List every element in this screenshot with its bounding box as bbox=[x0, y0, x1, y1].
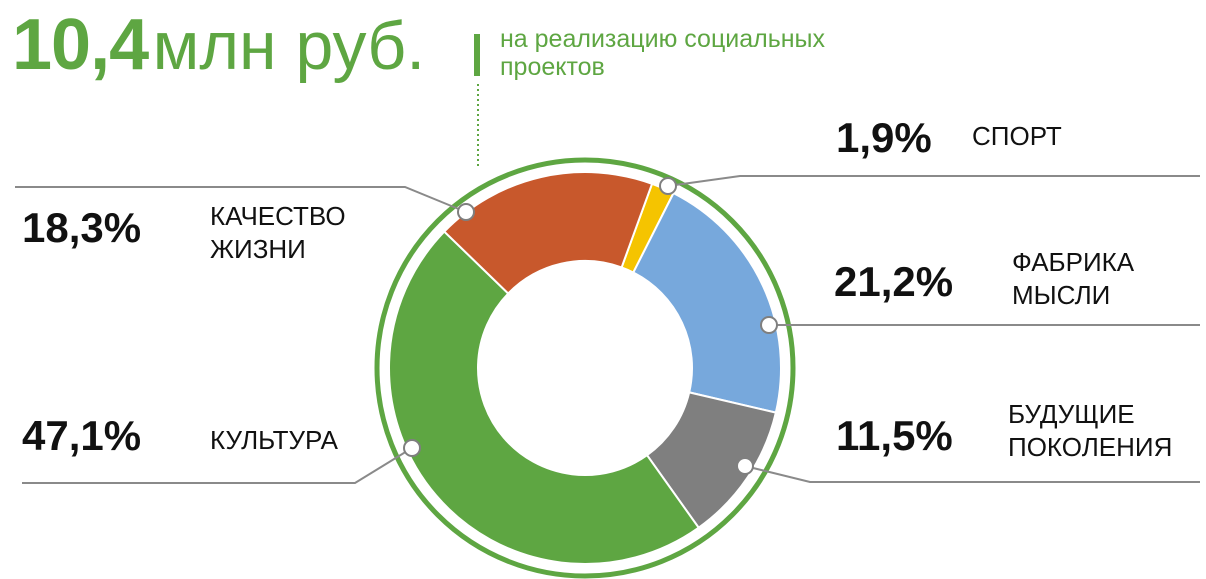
category-label: КУЛЬТУРА bbox=[210, 425, 338, 455]
value-label: 18,3% bbox=[22, 204, 142, 251]
title-unit: млн руб. bbox=[152, 8, 426, 84]
category-label: БУДУЩИЕ ПОКОЛЕНИЯ bbox=[1008, 399, 1173, 462]
value-label: 11,5% bbox=[836, 412, 953, 459]
slice bbox=[442, 171, 654, 295]
leader-dot bbox=[736, 457, 754, 475]
category-label: ФАБРИКА МЫСЛИ bbox=[1012, 247, 1135, 310]
outer-ring bbox=[374, 157, 796, 579]
title: 10,4 млн руб. bbox=[12, 4, 425, 86]
leader-dot bbox=[403, 439, 421, 457]
title-value: 10,4 bbox=[12, 5, 149, 85]
subtitle: на реализацию социальных проектов bbox=[500, 25, 826, 81]
leader-line bbox=[15, 186, 467, 213]
leader-line bbox=[667, 175, 1200, 187]
divider bbox=[474, 34, 480, 76]
category-label: СПОРТ bbox=[972, 121, 1062, 151]
value-label: 21,2% bbox=[834, 258, 954, 305]
leader-dot bbox=[457, 203, 475, 221]
value-label: 47,1% bbox=[22, 412, 142, 459]
value-label: 1,9% bbox=[836, 114, 932, 161]
leader-dot bbox=[659, 177, 677, 195]
leader-line bbox=[22, 447, 413, 484]
slice bbox=[631, 191, 782, 414]
slice bbox=[387, 230, 701, 565]
category-label: КАЧЕСТВО ЖИЗНИ bbox=[210, 201, 346, 264]
leader-dot bbox=[760, 316, 778, 334]
leader-line bbox=[744, 465, 1200, 483]
